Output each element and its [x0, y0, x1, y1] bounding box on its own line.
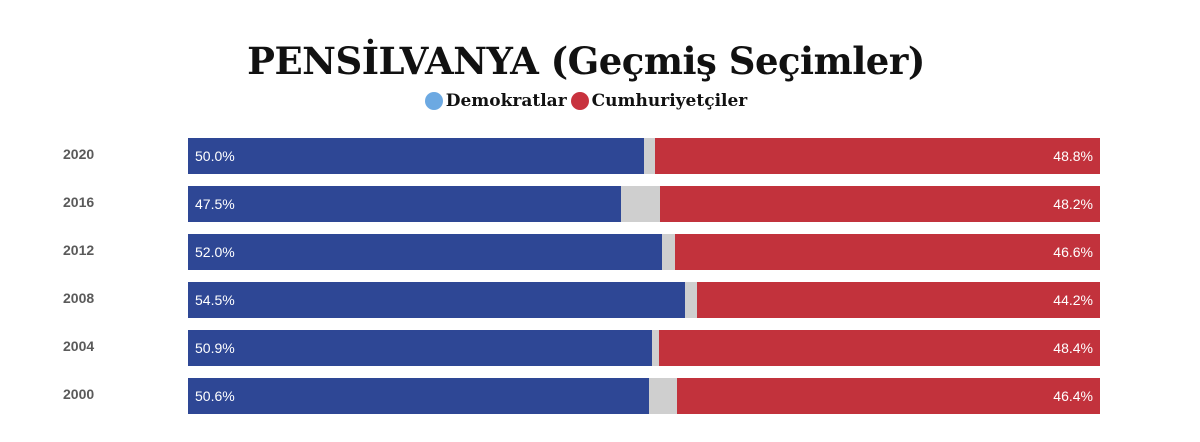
republicans-bar [675, 234, 1100, 270]
year-label: 2000 [63, 386, 95, 402]
year-label: 2020 [63, 146, 95, 162]
republicans-legend-dot-icon [570, 92, 589, 110]
republicans-bar [676, 378, 1100, 414]
democrats-value-label: 50.9% [195, 340, 235, 356]
year-label: 2004 [63, 338, 95, 354]
legend-item-democrats: Demokratlar [424, 91, 567, 111]
bar-row-2000: 50.6% 46.4% [188, 378, 1100, 414]
democrats-value-label: 52.0% [195, 244, 235, 260]
legend-item-republicans: Cumhuriyetçiler [570, 91, 748, 111]
democrats-bar [188, 378, 650, 414]
bar-row-2004: 50.9% 48.4% [188, 330, 1100, 366]
chart-legend: Demokratlar Cumhuriyetçiler [0, 91, 1172, 111]
republicans-value-label: 46.4% [1053, 388, 1093, 404]
republicans-bar [660, 186, 1100, 222]
republicans-bar [696, 282, 1100, 318]
democrats-bar [188, 234, 663, 270]
democrats-bar [188, 282, 686, 318]
year-label: 2012 [63, 242, 95, 258]
republicans-value-label: 48.8% [1053, 148, 1093, 164]
democrats-value-label: 50.6% [195, 388, 235, 404]
legend-label-republicans: Cumhuriyetçiler [591, 91, 748, 111]
year-label: 2016 [63, 194, 95, 210]
republicans-value-label: 48.4% [1053, 340, 1093, 356]
republicans-value-label: 46.6% [1053, 244, 1093, 260]
democrats-bar [188, 138, 644, 174]
democrats-bar [188, 186, 622, 222]
democrats-legend-dot-icon [424, 92, 443, 110]
republicans-value-label: 48.2% [1053, 196, 1093, 212]
republicans-bar [658, 330, 1100, 366]
bar-row-2012: 52.0% 46.6% [188, 234, 1100, 270]
year-label: 2008 [63, 290, 95, 306]
democrats-value-label: 50.0% [195, 148, 235, 164]
legend-label-democrats: Demokratlar [445, 91, 567, 111]
republicans-value-label: 44.2% [1053, 292, 1093, 308]
bar-row-2016: 47.5% 48.2% [188, 186, 1100, 222]
republicans-bar [654, 138, 1100, 174]
democrats-bar [188, 330, 653, 366]
democrats-value-label: 47.5% [195, 196, 235, 212]
bar-row-2008: 54.5% 44.2% [188, 282, 1100, 318]
democrats-value-label: 54.5% [195, 292, 235, 308]
chart-title: PENSİLVANYA (Geçmiş Seçimler) [247, 39, 925, 83]
bar-row-2020: 50.0% 48.8% [188, 138, 1100, 174]
